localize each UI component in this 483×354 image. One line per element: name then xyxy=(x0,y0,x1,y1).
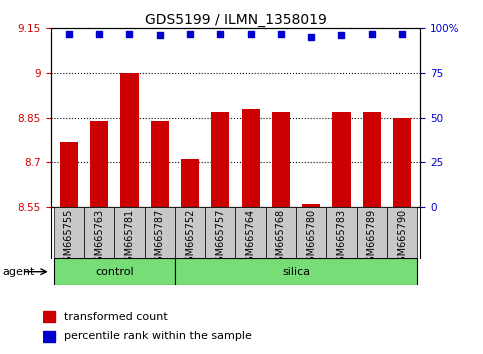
Bar xyxy=(393,118,411,207)
Bar xyxy=(387,207,417,258)
Bar xyxy=(296,207,327,258)
Point xyxy=(368,31,376,36)
Bar xyxy=(211,112,229,207)
Text: GSM665752: GSM665752 xyxy=(185,209,195,268)
Text: GSM665781: GSM665781 xyxy=(125,209,134,268)
Text: silica: silica xyxy=(282,267,310,277)
Bar xyxy=(356,207,387,258)
Bar xyxy=(90,121,108,207)
Text: GSM665764: GSM665764 xyxy=(246,209,256,268)
Bar xyxy=(236,207,266,258)
Bar xyxy=(272,112,290,207)
Point xyxy=(307,34,315,40)
Bar xyxy=(120,73,139,207)
Bar xyxy=(327,207,356,258)
Point xyxy=(126,31,133,36)
Point xyxy=(338,33,345,38)
Bar xyxy=(60,142,78,207)
Text: GSM665787: GSM665787 xyxy=(155,209,165,268)
Text: agent: agent xyxy=(2,267,35,277)
Point xyxy=(186,31,194,36)
Bar xyxy=(242,109,260,207)
Text: GSM665789: GSM665789 xyxy=(367,209,377,268)
Text: transformed count: transformed count xyxy=(64,312,168,321)
Bar xyxy=(43,311,56,322)
Text: GSM665780: GSM665780 xyxy=(306,209,316,268)
Point xyxy=(216,31,224,36)
Bar xyxy=(266,207,296,258)
Bar xyxy=(54,258,175,285)
Bar xyxy=(332,112,351,207)
Bar xyxy=(84,207,114,258)
Bar xyxy=(205,207,236,258)
Point xyxy=(247,31,255,36)
Bar xyxy=(54,207,84,258)
Text: percentile rank within the sample: percentile rank within the sample xyxy=(64,331,252,341)
Bar xyxy=(175,207,205,258)
Bar xyxy=(43,331,56,342)
Bar xyxy=(363,112,381,207)
Bar xyxy=(144,207,175,258)
Point xyxy=(398,31,406,36)
Point xyxy=(277,31,285,36)
Text: control: control xyxy=(95,267,134,277)
Text: GSM665755: GSM665755 xyxy=(64,209,74,268)
Bar xyxy=(181,159,199,207)
Point xyxy=(156,33,164,38)
Text: GSM665757: GSM665757 xyxy=(215,209,225,268)
Text: GSM665790: GSM665790 xyxy=(397,209,407,268)
Title: GDS5199 / ILMN_1358019: GDS5199 / ILMN_1358019 xyxy=(144,13,327,27)
Bar xyxy=(151,121,169,207)
Text: GSM665783: GSM665783 xyxy=(337,209,346,268)
Point xyxy=(65,31,73,36)
Bar xyxy=(175,258,417,285)
Bar xyxy=(114,207,144,258)
Bar xyxy=(302,204,320,207)
Point xyxy=(95,31,103,36)
Text: GSM665768: GSM665768 xyxy=(276,209,286,268)
Text: GSM665763: GSM665763 xyxy=(94,209,104,268)
